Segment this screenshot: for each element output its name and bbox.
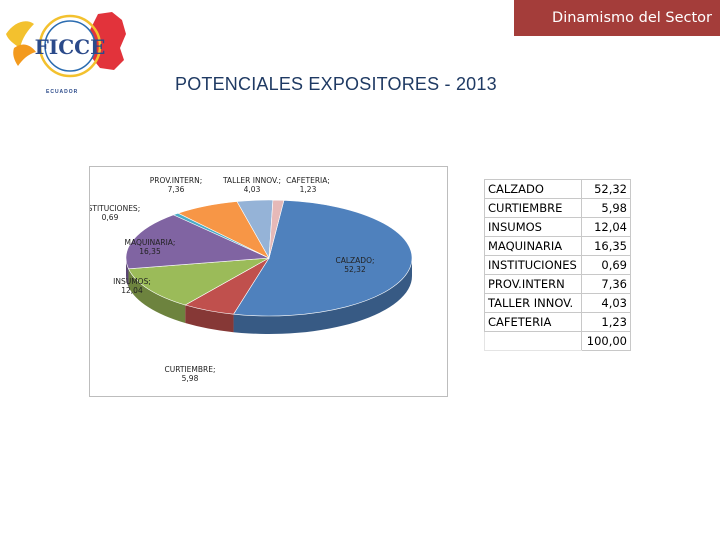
- table-total-blank: [484, 331, 582, 351]
- pie-slice-cafeteria: [268, 199, 285, 259]
- pie-side-calzado: [233, 258, 412, 334]
- table-row: CALZADO 52,32: [484, 179, 631, 199]
- table-row: TALLER INNOV. 4,03: [484, 293, 631, 313]
- table-cell-value: 52,32: [581, 179, 631, 199]
- table-cell-value: 4,03: [581, 293, 631, 313]
- table-cell-category: INSTITUCIONES: [484, 255, 582, 275]
- data-label-maquinaria: MAQUINARIA; 16,35: [125, 238, 176, 256]
- data-label-calzado: CALZADO; 52,32: [335, 256, 374, 274]
- table-row: INSUMOS 12,04: [484, 217, 631, 237]
- data-label-cafeteria: CAFETERIA; 1,23: [286, 176, 330, 194]
- data-label-curtiembre: CURTIEMBRE; 5,98: [164, 365, 215, 383]
- pie-sides: [126, 258, 412, 334]
- page-title: POTENCIALES EXPOSITORES - 2013: [175, 74, 497, 94]
- table-cell-value: 16,35: [581, 236, 631, 256]
- table-row: CURTIEMBRE 5,98: [484, 198, 631, 218]
- table-cell-value: 5,98: [581, 198, 631, 218]
- pie-side-maquinaria: [126, 258, 129, 287]
- pie-slice-calzado: [233, 200, 413, 317]
- logo-country: ECUADOR: [46, 89, 79, 95]
- table-cell-value: 1,23: [581, 312, 631, 332]
- data-label-instituciones: INSTITUCIONES;0,69: [90, 204, 140, 222]
- pie-slice-insumos: [128, 257, 270, 306]
- table-row: MAQUINARIA 16,35: [484, 236, 631, 256]
- table-row: CAFETERIA 1,23: [484, 312, 631, 332]
- pie-tops: [125, 199, 413, 317]
- ficce-logo: FICCE ECUADOR: [0, 8, 130, 95]
- pie-side-insumos: [128, 268, 186, 323]
- table-row: INSTITUCIONES 0,69: [484, 255, 631, 275]
- table-cell-value: 12,04: [581, 217, 631, 237]
- table-cell-category: MAQUINARIA: [484, 236, 582, 256]
- svg-text:FICCE: FICCE: [35, 35, 106, 59]
- pie-chart-frame: CALZADO; 52,32 CURTIEMBRE; 5,98 INSUMOS; 12,0…: [89, 166, 448, 397]
- table-total-value: 100,00: [581, 331, 631, 351]
- pie-slice-maquinaria: [125, 214, 270, 270]
- section-badge: Dinamismo del Sector: [514, 0, 720, 36]
- data-label-prov-intern: PROV.INTERN; 7,36: [150, 176, 203, 194]
- table-row: PROV.INTERN 7,36: [484, 274, 631, 294]
- data-table: CALZADO 52,32 CURTIEMBRE 5,98 INSUMOS 12,04 MA…: [484, 179, 631, 351]
- table-cell-category: CALZADO: [484, 179, 582, 199]
- table-cell-value: 7,36: [581, 274, 631, 294]
- logo-graphic: FICCE: [6, 12, 126, 78]
- pie-side-curtiembre: [185, 304, 234, 333]
- pie-labels: CALZADO; 52,32 CURTIEMBRE; 5,98 INSUMOS; 12,0…: [90, 176, 375, 383]
- table-cell-category: CAFETERIA: [484, 312, 582, 332]
- table-cell-category: CURTIEMBRE: [484, 198, 582, 218]
- table-cell-category: PROV.INTERN: [484, 274, 582, 294]
- logo-caption: [46, 78, 126, 82]
- table-cell-value: 0,69: [581, 255, 631, 275]
- pie-chart: CALZADO; 52,32 CURTIEMBRE; 5,98 INSUMOS; 12,0…: [90, 176, 413, 383]
- table-total-row: 100,00: [484, 331, 631, 351]
- data-label-taller-innov-: TALLER INNOV.; 4,03: [222, 176, 281, 194]
- table-cell-category: INSUMOS: [484, 217, 582, 237]
- table-cell-category: TALLER INNOV.: [484, 293, 582, 313]
- data-label-insumos: INSUMOS; 12,04: [113, 277, 151, 295]
